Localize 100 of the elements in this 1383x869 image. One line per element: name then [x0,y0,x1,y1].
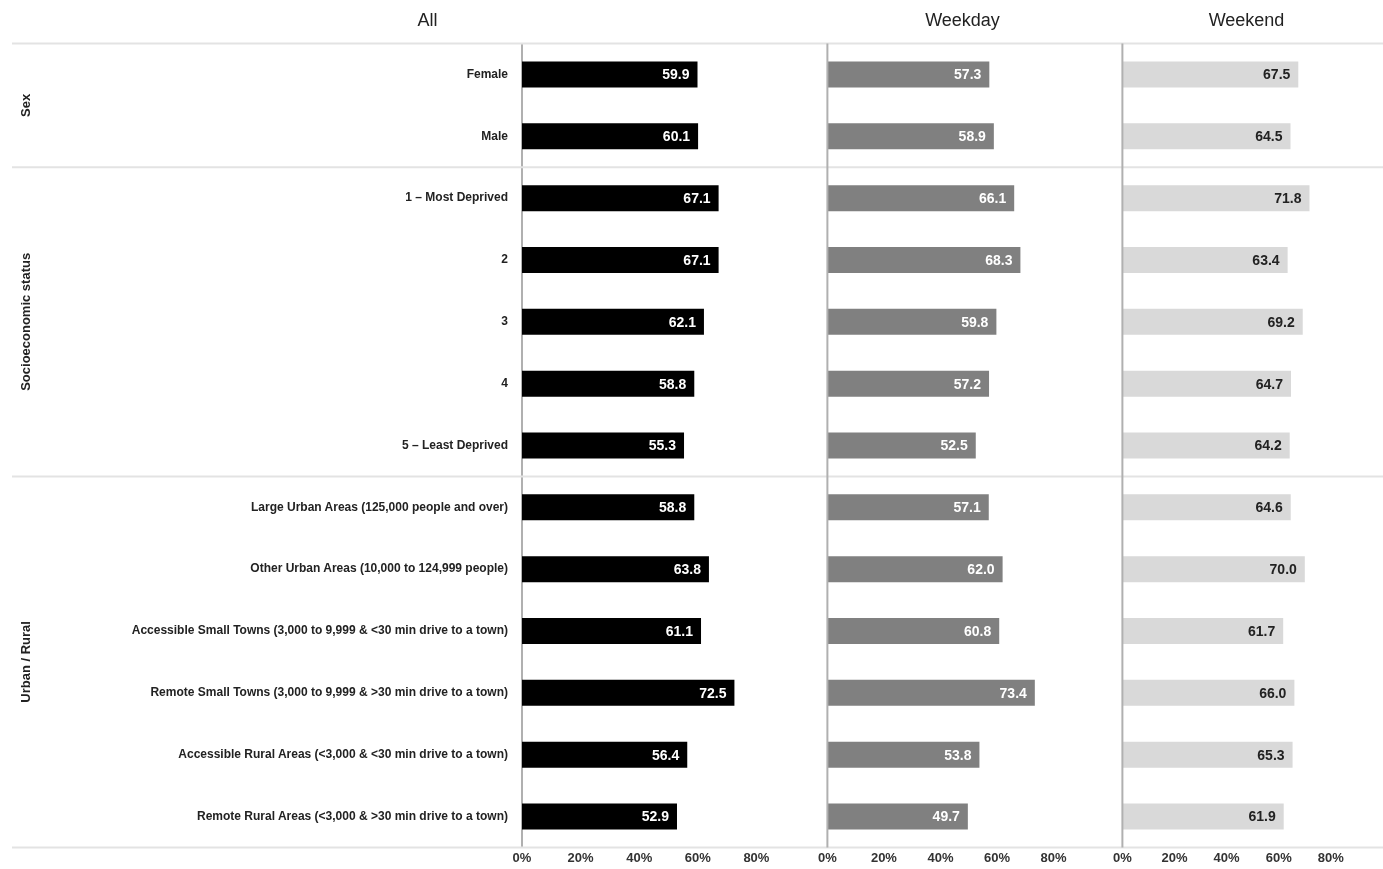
data-label: 57.1 [953,499,981,516]
x-tick-label: 40% [626,849,653,865]
y-tick-label: 2 [501,252,509,267]
bar [827,308,997,335]
x-tick-label: 40% [927,849,954,865]
bar [1122,185,1310,212]
data-label: 71.8 [1274,190,1302,207]
data-label: 64.6 [1255,499,1283,516]
data-label: 66.1 [978,190,1007,207]
y-tick-label: 1 – Most Deprived [405,190,508,205]
data-label: 59.8 [961,313,989,330]
x-tick-label: 20% [567,849,595,865]
y-tick-label: Male [481,128,509,143]
bar [522,247,719,273]
bar [522,679,735,706]
data-label: 61.7 [1247,622,1276,639]
data-label: 59.9 [662,66,690,83]
bar [522,618,702,644]
data-label: 63.8 [673,561,702,578]
bar [1122,61,1299,88]
y-tick-label: Remote Rural Areas (<3,000 & >30 min drive to a town) [197,808,508,823]
data-label: 52.9 [641,808,670,825]
bar [522,494,695,521]
text: Sex [17,93,33,117]
bar [522,556,709,583]
data-label: 65.3 [1257,746,1285,763]
data-label: 58.8 [659,375,687,392]
chart-title: Weekday [925,9,1000,30]
y-tick-label: Other Urban Areas (10,000 to 124,999 people) [250,561,508,576]
bar [1122,370,1292,397]
chart-title: Weekend [1208,9,1285,30]
bar [522,370,695,397]
x-tick-label: 60% [983,849,1011,865]
data-label: 57.3 [954,66,982,83]
data-label: 73.4 [999,684,1028,701]
x-tick-label: 0% [1113,849,1133,865]
data-label: 67.1 [683,190,711,207]
bar [827,61,990,88]
data-label: 57.2 [953,375,982,392]
data-label: 67.5 [1263,66,1291,83]
data-label: 62.1 [668,313,697,330]
bar [1122,741,1293,768]
data-label: 62.0 [967,561,995,578]
data-label: 68.3 [985,251,1013,268]
bar [522,61,698,88]
data-label: 64.2 [1254,437,1282,454]
data-label: 61.1 [665,622,694,639]
data-label: 52.5 [940,437,968,454]
data-label: 69.2 [1267,313,1295,330]
data-label: 67.1 [683,251,711,268]
data-label: 55.3 [648,437,677,454]
bar [827,185,1015,212]
bar [1122,618,1284,644]
bar [827,370,990,397]
y-tick-label: Large Urban Areas (125,000 people and over) [251,499,508,514]
bar [522,741,688,768]
bar [827,618,1000,644]
x-tick-label: 40% [1213,849,1241,865]
x-tick-label: 60% [684,849,712,865]
bar [827,494,989,521]
bar [827,432,976,459]
bar [522,803,677,830]
data-label: 49.7 [932,808,961,825]
data-label: 63.4 [1252,251,1280,268]
bar [827,679,1035,706]
bar [1122,556,1305,583]
y-tick-label: Accessible Rural Areas (<3,000 & <30 min drive to a town) [178,746,508,761]
x-tick-label: 20% [870,849,898,865]
text: Urban / Rural [17,621,33,703]
bar [1122,432,1290,459]
y-tick-label: 4 [501,375,509,390]
data-label: 58.9 [958,128,987,145]
y-tick-label: Female [466,66,509,81]
bar [1122,123,1291,150]
data-label: 70.0 [1269,561,1298,578]
data-label: 61.9 [1248,808,1276,825]
bar [1122,679,1295,706]
x-tick-label: 20% [1161,849,1188,865]
data-label: 66.0 [1259,684,1287,701]
bar [827,247,1021,273]
data-label: 53.8 [944,746,972,763]
data-label: 60.8 [963,622,992,639]
data-label: 58.8 [659,499,687,516]
bar [1122,803,1284,830]
x-tick-label: 0% [818,849,838,865]
x-tick-label: 80% [1040,849,1067,865]
bar [827,123,994,150]
text: Socioeconomic status [17,252,33,391]
bar [1122,247,1288,273]
bar [522,185,719,212]
x-tick-label: 80% [1317,849,1345,865]
bar [1122,308,1303,335]
bar [827,741,980,768]
x-tick-label: 0% [512,849,532,865]
data-label: 64.5 [1255,128,1283,145]
bar [522,123,699,150]
bar [827,556,1003,583]
data-label: 64.7 [1255,375,1284,392]
bar [522,308,704,335]
y-tick-label: 3 [501,314,509,329]
